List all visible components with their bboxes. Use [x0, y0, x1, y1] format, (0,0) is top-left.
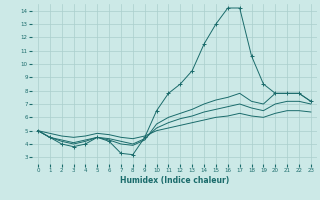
X-axis label: Humidex (Indice chaleur): Humidex (Indice chaleur)	[120, 176, 229, 185]
